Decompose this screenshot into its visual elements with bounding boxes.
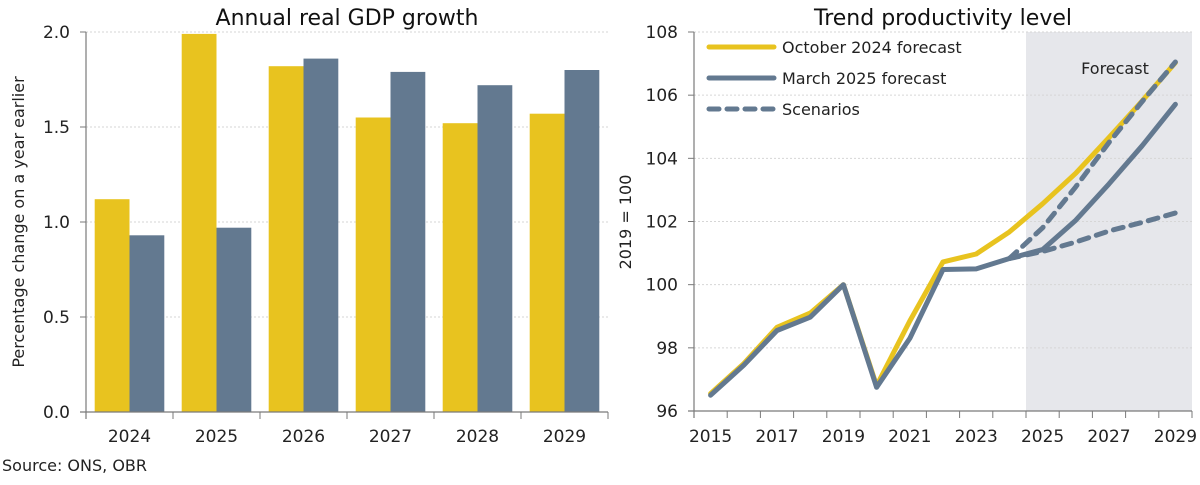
y-tick-label: 0.0 (43, 403, 70, 423)
productivity-gridlines (694, 31, 1192, 349)
x-tick-label: 2023 (955, 427, 998, 447)
bar-october-2024-2025 (181, 33, 217, 413)
x-tick-label: 2028 (456, 427, 499, 447)
line-scenario-lower (1006, 210, 1178, 261)
bar-october-2024-2026 (268, 66, 304, 412)
line-scenario-upper (1006, 59, 1178, 261)
gdp-gridlines (86, 31, 608, 318)
y-tick-label: 102 (646, 213, 678, 233)
bar-october-2024-2029 (529, 113, 565, 412)
x-tick-label: 2019 (822, 427, 865, 447)
gdp-y-axis-label: Percentage change on a year earlier (9, 76, 28, 368)
productivity-lines (708, 59, 1178, 398)
bar-march-2025-2026 (303, 58, 339, 412)
line-october-2024-forecast (708, 60, 1178, 397)
productivity-legend: October 2024 forecast March 2025 forecas… (706, 38, 962, 119)
y-tick-label: 106 (646, 86, 678, 106)
bar-march-2025-2029 (564, 70, 600, 412)
source-note: Source: ONS, OBR (2, 456, 148, 475)
y-tick-label: 2.0 (43, 23, 70, 43)
gdp-y-tick-labels: 0.0 0.5 1.0 1.5 2.0 (43, 23, 70, 423)
productivity-y-tick-labels: 96 98 100 102 104 106 108 (646, 23, 678, 422)
gdp-axes (80, 31, 609, 419)
x-tick-label: 2025 (195, 427, 238, 447)
y-tick-label: 108 (646, 23, 678, 43)
legend-label-march-2025: March 2025 forecast (782, 69, 946, 88)
x-tick-label: 2027 (369, 427, 412, 447)
bar-march-2025-2028 (477, 85, 513, 412)
legend-label-scenarios: Scenarios (782, 100, 860, 119)
x-tick-label: 2021 (888, 427, 931, 447)
y-tick-label: 100 (646, 276, 678, 296)
y-tick-label: 104 (646, 149, 678, 169)
productivity-chart-title: Trend productivity level (813, 6, 1072, 31)
y-tick-label: 96 (656, 402, 678, 422)
productivity-chart: Trend productivity level Forecast 96 98 10… (616, 6, 1197, 447)
bar-march-2025-2024 (129, 235, 165, 412)
gdp-x-tick-labels: 2024 2025 2026 2027 2028 2029 (108, 427, 586, 447)
legend-label-october-2024: October 2024 forecast (782, 38, 962, 57)
forecast-shaded-region (1026, 32, 1192, 411)
productivity-x-tick-labels: 2015 2017 2019 2021 2023 2025 2027 2029 (689, 427, 1197, 447)
bar-october-2024-2028 (442, 123, 478, 412)
x-tick-label: 2027 (1087, 427, 1130, 447)
forecast-label: Forecast (1081, 59, 1149, 78)
x-tick-label: 2024 (108, 427, 151, 447)
gdp-bars (94, 33, 600, 413)
x-tick-label: 2017 (755, 427, 798, 447)
y-tick-label: 1.5 (43, 118, 70, 138)
x-tick-label: 2029 (1154, 427, 1197, 447)
y-tick-label: 98 (656, 339, 678, 359)
x-tick-label: 2029 (543, 427, 586, 447)
bar-march-2025-2025 (216, 227, 252, 412)
gdp-chart-title: Annual real GDP growth (216, 6, 479, 31)
gdp-growth-chart: Annual real GDP growth 0.0 0.5 1.0 1.5 2.0 2… (9, 6, 609, 447)
bar-october-2024-2024 (94, 199, 130, 412)
x-tick-label: 2026 (282, 427, 325, 447)
y-tick-label: 1.0 (43, 213, 70, 233)
productivity-axes (688, 31, 1193, 418)
bar-october-2024-2027 (355, 117, 391, 412)
bar-march-2025-2027 (390, 71, 426, 413)
productivity-y-axis-label: 2019 = 100 (616, 175, 635, 270)
x-tick-label: 2015 (689, 427, 732, 447)
y-tick-label: 0.5 (43, 308, 70, 328)
x-tick-label: 2025 (1021, 427, 1064, 447)
